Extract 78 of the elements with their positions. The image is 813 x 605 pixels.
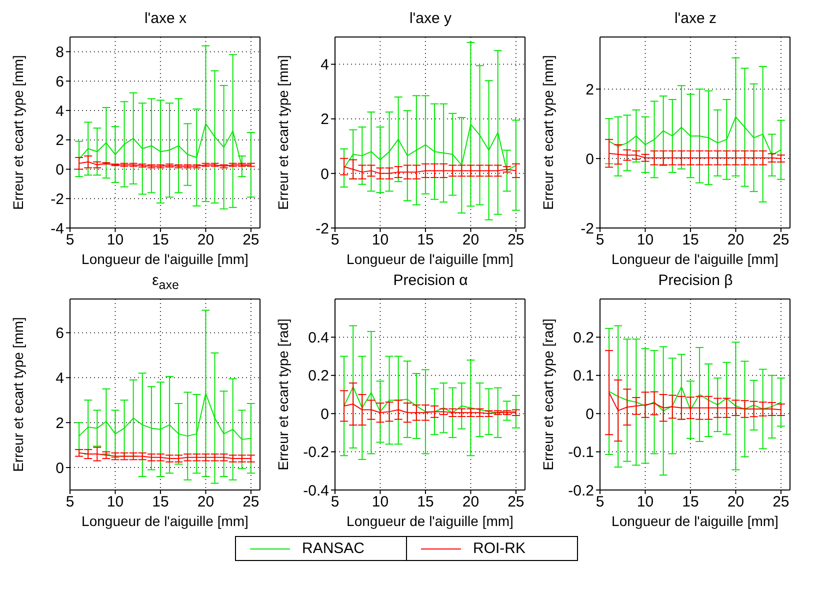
- x-axis-title: Longueur de l'aiguille [mm]: [612, 513, 778, 529]
- y-axis-title: Erreur et ecart type [mm]: [540, 55, 556, 210]
- y-tick-label: 0: [56, 460, 64, 477]
- y-tick-label: 4: [320, 56, 329, 74]
- x-tick-label: 15: [152, 232, 169, 249]
- x-axis-title: Longueur de l'aiguille [mm]: [346, 513, 514, 529]
- y-axis-title: Erreur et ecart type [rad]: [540, 318, 556, 470]
- x-tick-label: 5: [596, 494, 604, 511]
- chart-title: Precision α: [392, 271, 469, 291]
- legend-label: RANSAC: [302, 540, 366, 557]
- x-axis-title: Longueur de l'aiguille [mm]: [612, 251, 778, 267]
- x-tick-label: 20: [727, 232, 744, 249]
- y-tick-label: 0.4: [308, 330, 329, 347]
- x-tick-label: 25: [242, 232, 260, 249]
- x-axis-title: Longueur de l'aiguille [mm]: [82, 513, 248, 529]
- chart-title: l'axe z: [673, 9, 718, 29]
- y-tick-label: 0.2: [308, 368, 329, 385]
- x-tick-label: 15: [417, 494, 434, 511]
- x-axis-title: Longueur de l'aiguille [mm]: [82, 251, 248, 267]
- x-tick-label: 5: [330, 494, 340, 511]
- chart-title: l'axe y: [408, 9, 453, 29]
- x-tick-label: 20: [727, 494, 744, 511]
- x-tick-label: 25: [772, 494, 790, 511]
- y-tick-label: -0.2: [568, 482, 594, 500]
- legend-label: ROI-RK: [473, 540, 526, 557]
- y-tick-label: 2: [56, 414, 64, 432]
- x-tick-label: 20: [197, 494, 214, 511]
- x-tick-label: 5: [66, 232, 74, 249]
- y-tick-label: 0: [56, 162, 64, 179]
- y-tick-label: -0.1: [568, 444, 594, 462]
- x-tick-label: 10: [372, 494, 389, 511]
- y-tick-label: 2: [320, 111, 329, 128]
- y-axis-title: Erreur et ecart type [rad]: [274, 318, 291, 470]
- y-tick-label: 0: [320, 166, 329, 183]
- x-tick-label: 5: [596, 232, 604, 249]
- y-tick-label: 2: [56, 132, 64, 150]
- y-tick-label: -2: [580, 220, 594, 238]
- x-tick-label: 20: [462, 494, 480, 511]
- chart-title: l'axe x: [143, 9, 188, 29]
- x-tick-label: 5: [66, 494, 74, 511]
- x-axis-title: Longueur de l'aiguille [mm]: [346, 251, 514, 267]
- x-tick-label: 15: [152, 494, 169, 511]
- x-tick-label: 10: [106, 494, 124, 511]
- chart-title: Precision β: [657, 271, 734, 291]
- y-tick-label: -2: [316, 220, 329, 238]
- x-tick-label: 15: [682, 232, 699, 249]
- y-tick-label: 4: [56, 370, 64, 387]
- y-tick-label: 0: [586, 150, 594, 168]
- y-tick-label: 6: [56, 325, 64, 342]
- y-axis-title: Erreur et ecart type [mm]: [274, 55, 291, 210]
- x-tick-label: 25: [772, 232, 790, 249]
- y-axis-title: Erreur et ecart type [mm]: [10, 55, 26, 210]
- y-tick-label: 0: [586, 406, 594, 423]
- y-tick-label: 6: [56, 73, 64, 90]
- x-tick-label: 5: [330, 232, 340, 249]
- x-tick-label: 10: [636, 232, 654, 249]
- x-tick-label: 15: [682, 494, 699, 511]
- x-tick-label: 10: [372, 232, 389, 249]
- y-axis-title: Erreur et ecart type [mm]: [10, 317, 26, 472]
- x-tick-label: 20: [197, 232, 214, 249]
- y-tick-label: -2: [50, 190, 64, 208]
- y-tick-label: 0.2: [573, 330, 594, 347]
- x-tick-label: 10: [106, 232, 124, 249]
- y-tick-label: 0.1: [573, 368, 594, 385]
- y-tick-label: 0: [320, 406, 329, 423]
- x-tick-label: 15: [417, 232, 434, 249]
- x-tick-label: 25: [508, 232, 524, 249]
- y-tick-label: 8: [56, 44, 64, 62]
- y-tick-label: -0.2: [303, 444, 329, 462]
- x-tick-label: 25: [508, 494, 524, 511]
- y-tick-label: -0.4: [303, 482, 329, 500]
- x-tick-label: 20: [462, 232, 480, 249]
- y-tick-label: 4: [56, 102, 64, 120]
- x-tick-label: 10: [636, 494, 654, 511]
- x-tick-label: 25: [242, 494, 260, 511]
- y-tick-label: 2: [586, 81, 594, 98]
- chart-title: ε$_{axe}$: [151, 271, 180, 292]
- y-tick-label: -4: [50, 220, 64, 238]
